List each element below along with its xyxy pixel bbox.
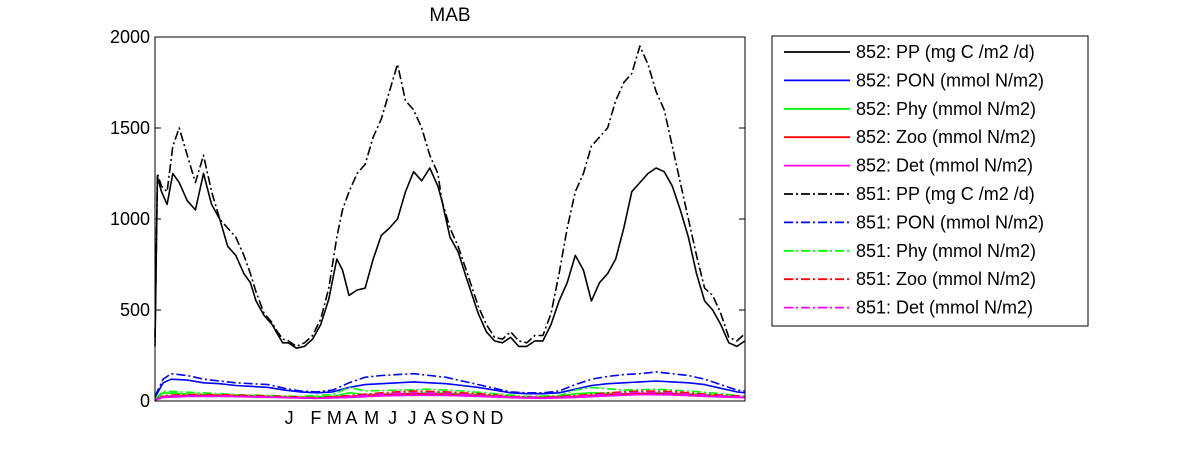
series-line-0 [154,167,746,350]
x-tick-label-5: J [388,408,397,428]
x-tick-label-1: F [310,408,321,428]
legend-label-2: 852: Phy (mmol N/m2) [856,99,1036,119]
series-line-5 [154,45,746,348]
legend-label-9: 851: Det (mmol N/m2) [856,298,1033,318]
legend-label-3: 852: Zoo (mmol N/m2) [856,127,1036,147]
x-tick-label-11: D [490,408,503,428]
y-tick-label-1: 500 [120,300,150,320]
legend-label-8: 851: Zoo (mmol N/m2) [856,269,1036,289]
legend-box [771,35,1089,327]
series-line-9 [154,391,746,401]
x-tick-label-6: J [408,408,417,428]
y-tick-label-4: 2000 [110,27,150,47]
x-tick-label-2: M [327,408,342,428]
x-tick-label-10: N [473,408,486,428]
x-tick-label-9: O [455,408,469,428]
legend-label-4: 852: Det (mmol N/m2) [856,156,1033,176]
series-line-8 [154,390,746,401]
legend-label-5: 851: PP (mg C /m2 /d) [856,184,1035,204]
x-tick-label-3: A [345,408,357,428]
chart-legend: 852: PP (mg C /m2 /d) 852: PON (mmol N/m2… [771,35,1089,327]
series-layer [154,45,746,401]
legend-label-1: 852: PON (mmol N/m2) [856,70,1044,90]
chart-title: MAB [429,5,470,26]
legend-label-0: 852: PP (mg C /m2 /d) [856,42,1035,62]
x-tick-label-4: M [364,408,379,428]
series-line-6 [154,371,746,397]
series-line-1 [154,378,746,398]
legend-label-6: 851: PON (mmol N/m2) [856,212,1044,232]
legend-label-7: 851: Phy (mmol N/m2) [856,241,1036,261]
y-tick-label-2: 1000 [110,209,150,229]
y-tick-label-0: 0 [140,391,150,411]
y-tick-label-3: 1500 [110,118,150,138]
x-tick-label-0: J [285,408,294,428]
x-tick-label-8: S [441,408,453,428]
x-tick-label-7: A [424,408,436,428]
